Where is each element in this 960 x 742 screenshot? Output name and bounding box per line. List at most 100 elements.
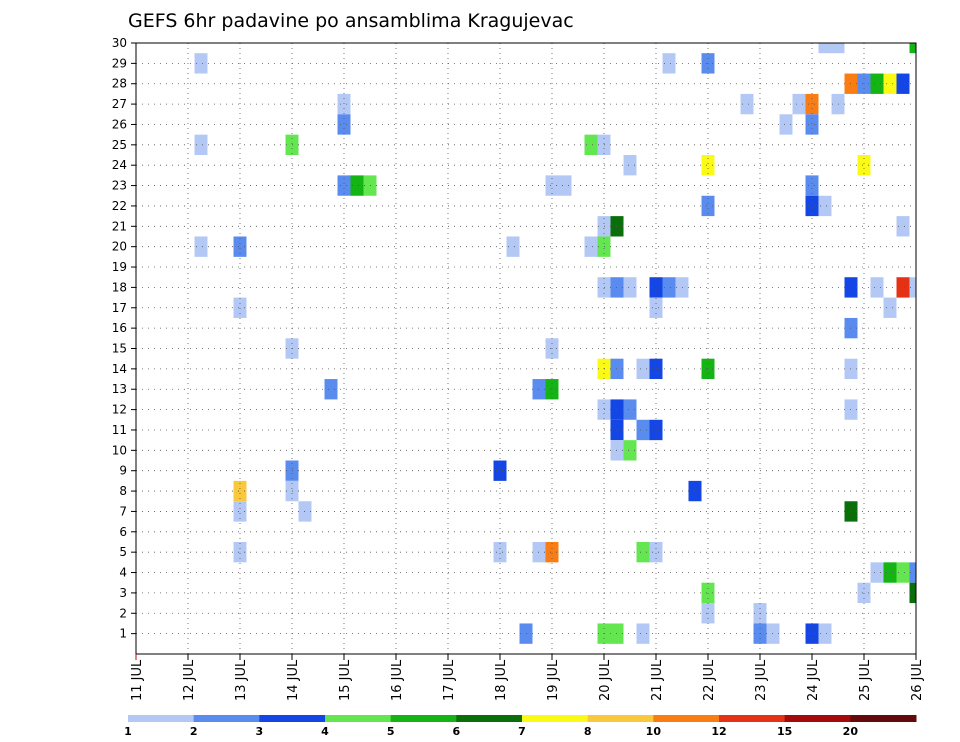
heatmap-cell — [701, 582, 715, 604]
legend-threshold-label: 15 — [777, 725, 792, 738]
x-tick-label: 18 JUL — [494, 659, 509, 701]
legend-swatch — [390, 715, 457, 722]
x-tick-label: 20 JUL — [598, 659, 613, 701]
x-tick-label: 15 JUL — [338, 659, 353, 701]
heatmap-cell — [883, 562, 897, 583]
y-tick-label: 18 — [112, 280, 127, 294]
legend-swatch — [325, 715, 392, 722]
heatmap-cell — [649, 541, 663, 563]
legend-swatch — [128, 715, 195, 722]
heatmap-cell — [636, 358, 650, 380]
x-tick-label: 19 JUL — [546, 659, 561, 701]
heatmap-cell — [805, 114, 819, 135]
legend-swatch — [719, 715, 786, 722]
y-tick-label: 9 — [119, 464, 127, 478]
heatmap-cell — [818, 195, 832, 217]
y-tick-label: 12 — [112, 403, 127, 417]
heatmap-cell — [883, 297, 897, 318]
x-tick-label: 23 JUL — [754, 659, 769, 701]
y-tick-label: 6 — [119, 525, 127, 539]
heatmap-cell — [662, 53, 676, 74]
heatmap-cell — [883, 73, 897, 94]
y-tick-label: 3 — [119, 586, 127, 600]
y-tick-label: 28 — [112, 77, 127, 91]
x-axis: 11 JUL 12 JUL 13 JUL 14 JUL 15 JUL 16 JUL 17 J… — [130, 654, 925, 701]
y-tick-label: 20 — [112, 240, 127, 254]
heatmap-cell — [896, 216, 910, 237]
heatmap-cell — [545, 379, 559, 400]
legend-threshold-label: 2 — [190, 725, 198, 738]
heatmap-cell — [870, 73, 884, 94]
heatmap-cell — [636, 623, 650, 644]
y-tick-label: 26 — [112, 117, 127, 131]
y-tick-label: 17 — [112, 301, 127, 315]
heatmap-cell — [896, 562, 910, 583]
x-tick-label: 24 JUL — [806, 659, 821, 701]
x-tick-label: 12 JUL — [182, 659, 197, 701]
heatmap-cell — [701, 195, 715, 217]
legend-swatch — [193, 715, 260, 722]
y-tick-label: 1 — [119, 627, 127, 641]
heatmap-cell — [818, 43, 832, 54]
heatmap-cell — [909, 582, 916, 604]
heatmap-cell — [623, 399, 637, 420]
legend-swatch — [850, 715, 917, 722]
heatmap-cell — [493, 460, 507, 481]
legend-swatch — [653, 715, 720, 722]
heatmap-cell — [636, 541, 650, 563]
y-tick-label: 24 — [112, 158, 127, 172]
y-tick-label: 14 — [112, 362, 127, 376]
heatmap-cell — [233, 297, 247, 318]
heatmap-cell — [831, 43, 845, 54]
legend-threshold-label: 1 — [124, 725, 132, 738]
heatmap-cell — [805, 195, 819, 217]
chart-title: GEFS 6hr padavine po ansamblima Kragujev… — [128, 10, 574, 32]
legend-threshold-label: 5 — [387, 725, 395, 738]
heatmap-cell — [909, 277, 916, 298]
x-tick-label: 11 JUL — [130, 659, 145, 701]
heatmap-cell — [545, 175, 559, 196]
legend-threshold-label: 7 — [518, 725, 526, 738]
legend-threshold-label: 8 — [584, 725, 592, 738]
heatmap-cell — [909, 562, 916, 583]
heatmap-cell — [896, 73, 910, 94]
heatmap-cell — [584, 236, 598, 257]
y-tick-label: 7 — [119, 504, 127, 518]
heatmap-cell — [649, 419, 663, 441]
y-tick-label: 16 — [112, 321, 127, 335]
heatmap-cell — [233, 236, 247, 257]
legend-swatch — [456, 715, 523, 722]
heatmap-cell — [662, 277, 676, 298]
x-tick-label: 22 JUL — [702, 659, 717, 701]
heatmap-cell — [194, 236, 208, 257]
legend-threshold-label: 12 — [711, 725, 726, 738]
heatmap-cells — [194, 43, 916, 644]
heatmap-cell — [337, 175, 351, 196]
heatmap-cell — [623, 440, 637, 461]
x-tick-label: 21 JUL — [650, 659, 665, 701]
y-tick-label: 30 — [112, 36, 127, 50]
legend-swatch — [259, 715, 326, 722]
legend-threshold-label: 4 — [321, 725, 329, 738]
x-tick-label: 17 JUL — [442, 659, 457, 701]
y-tick-label: 21 — [112, 219, 127, 233]
heatmap-cell — [350, 175, 364, 196]
y-tick-label: 27 — [112, 97, 127, 111]
legend-swatch — [784, 715, 851, 722]
heatmap-cell — [740, 93, 754, 115]
heatmap-cell — [701, 155, 715, 176]
y-axis: 1234567891011121314151617181920212223242… — [112, 36, 136, 641]
heatmap-cell — [506, 236, 520, 257]
x-tick-label: 25 JUL — [858, 659, 873, 701]
heatmap-cell — [805, 175, 819, 196]
color-legend: 1 2 3 4 5 6 7 8 10 12 15 20 — [124, 715, 917, 738]
heatmap-cell — [545, 541, 559, 563]
heatmap-cell — [857, 582, 871, 604]
legend-threshold-label: 10 — [646, 725, 662, 738]
heatmap-cell — [324, 379, 338, 400]
y-tick-label: 8 — [119, 484, 127, 498]
legend-threshold-label: 6 — [453, 725, 461, 738]
y-tick-label: 11 — [112, 423, 127, 437]
y-tick-label: 29 — [112, 56, 127, 70]
heatmap-cell — [818, 623, 832, 644]
